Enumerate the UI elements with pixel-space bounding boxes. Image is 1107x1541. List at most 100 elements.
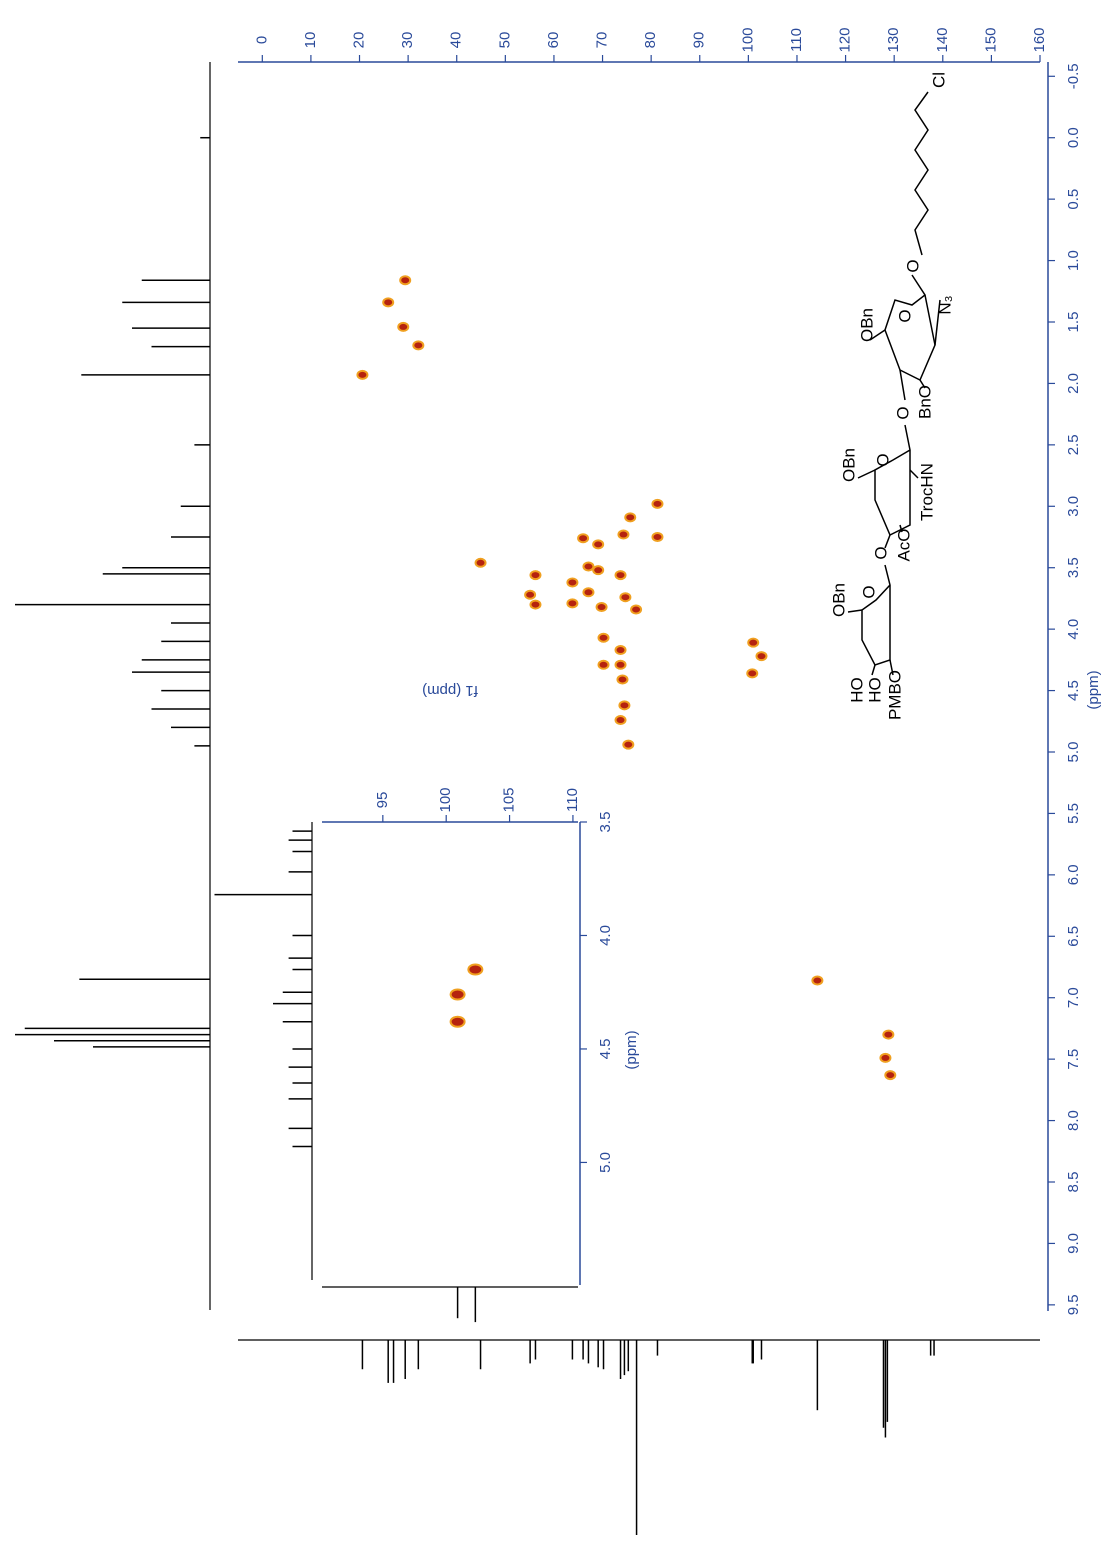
x-tick-label: 110 (788, 28, 805, 52)
structure-label: O (895, 309, 914, 322)
molecule-bonds (847, 91, 941, 676)
cross-peak (622, 739, 635, 750)
structure-label: Cl (929, 72, 948, 88)
cross-peak (449, 1015, 466, 1028)
cross-peak (882, 1029, 895, 1040)
cross-peak (449, 988, 466, 1001)
x-tick-label: 105 (501, 787, 518, 812)
x-tick-label: 70 (594, 32, 611, 49)
cross-peak (595, 602, 608, 613)
y-tick-label: 6.5 (1065, 926, 1082, 947)
cross-peak (616, 674, 629, 685)
x-tick-label: 10 (302, 32, 319, 49)
y-tick-label: 3.0 (1065, 496, 1082, 517)
structure-label: HO (847, 677, 866, 703)
y-tick-label: 5.0 (1065, 742, 1082, 763)
cross-peak (577, 533, 590, 544)
structure-label: O (873, 453, 892, 466)
structure-label: O (859, 585, 878, 598)
y-axis-label: (ppm) (1085, 670, 1102, 709)
cross-peak (617, 529, 630, 540)
x-tick-label: 30 (399, 32, 416, 49)
cross-peak (618, 700, 631, 711)
cross-peak (614, 570, 627, 581)
structure-label: BnO (915, 385, 934, 419)
y-tick-label: 1.0 (1065, 250, 1082, 271)
structure-label: N₃ (935, 295, 954, 314)
cross-peak (566, 577, 579, 588)
y-tick-label: -0.5 (1065, 63, 1082, 89)
y-tick-label: 4.5 (597, 1039, 614, 1060)
cross-peak (884, 1070, 897, 1081)
x-tick-label: 160 (1031, 27, 1048, 52)
x-tick-label: 100 (437, 787, 454, 812)
x-tick-label: 140 (934, 27, 951, 52)
cross-peak (597, 632, 610, 643)
y-tick-label: 7.0 (1065, 987, 1082, 1008)
cross-peak (614, 715, 627, 726)
cross-peak (651, 532, 664, 542)
cross-peak (399, 275, 412, 286)
cross-peak (529, 570, 542, 581)
inset-y-axis-label: (ppm) (623, 1030, 640, 1069)
cross-peak (597, 659, 610, 670)
cross-peak (879, 1052, 892, 1063)
y-tick-label: 4.5 (1065, 680, 1082, 701)
x-tick-label: 95 (374, 792, 391, 809)
y-tick-label: 2.5 (1065, 434, 1082, 455)
cross-peak (624, 512, 637, 523)
y-tick-label: 0.0 (1065, 127, 1082, 148)
structure-label: TrocHN (917, 463, 936, 521)
y-tick-label: 4.0 (1065, 619, 1082, 640)
x-tick-label: 50 (496, 32, 513, 49)
y-tick-label: 1.5 (1065, 312, 1082, 333)
y-tick-label: 3.5 (597, 812, 614, 833)
y-tick-label: 8.0 (1065, 1110, 1082, 1131)
y-tick-label: 5.0 (597, 1152, 614, 1173)
x-tick-label: 120 (837, 27, 854, 52)
structure-label: HO (865, 677, 884, 703)
y-tick-label: 2.0 (1065, 373, 1082, 394)
cross-peak (566, 598, 579, 609)
cross-peak (614, 645, 627, 656)
y-tick-label: 3.5 (1065, 557, 1082, 578)
y-tick-label: 7.5 (1065, 1049, 1082, 1070)
cross-peak (412, 340, 425, 351)
x-tick-label: 60 (545, 32, 562, 49)
structure-label: O (893, 406, 912, 419)
cross-peak (529, 599, 542, 610)
structure-label: AcO (894, 528, 913, 561)
x-tick-label: 0 (253, 36, 270, 44)
cross-peak (582, 587, 595, 598)
cross-peak (582, 561, 595, 572)
structure-label: O (871, 546, 890, 559)
cross-peak (382, 297, 395, 308)
cross-peak (614, 659, 627, 670)
x-tick-label: 40 (448, 32, 465, 49)
x-tick-label: 80 (642, 32, 659, 49)
cross-peak (811, 975, 824, 986)
x-tick-label: 150 (982, 27, 999, 52)
cross-peak (356, 369, 369, 380)
y-tick-label: 5.5 (1065, 803, 1082, 824)
cross-peak (747, 637, 760, 648)
structure-label: OBn (839, 448, 858, 482)
x-tick-label: 90 (691, 32, 708, 49)
cross-peak (397, 321, 410, 332)
cross-peak (592, 539, 605, 550)
structure-label: O (903, 259, 922, 272)
structure-label: OBn (857, 308, 876, 342)
inset-x-axis-label: f1 (ppm) (422, 682, 478, 699)
cross-peak (474, 557, 487, 568)
cross-peak (651, 498, 664, 509)
y-tick-label: 9.0 (1065, 1233, 1082, 1254)
cross-peak (630, 604, 643, 615)
y-tick-label: 0.5 (1065, 189, 1082, 210)
cross-peak (524, 589, 537, 600)
structure-label: PMBO (885, 670, 904, 720)
cross-peak (592, 565, 605, 576)
y-tick-label: 6.0 (1065, 864, 1082, 885)
y-tick-label: 4.0 (597, 925, 614, 946)
